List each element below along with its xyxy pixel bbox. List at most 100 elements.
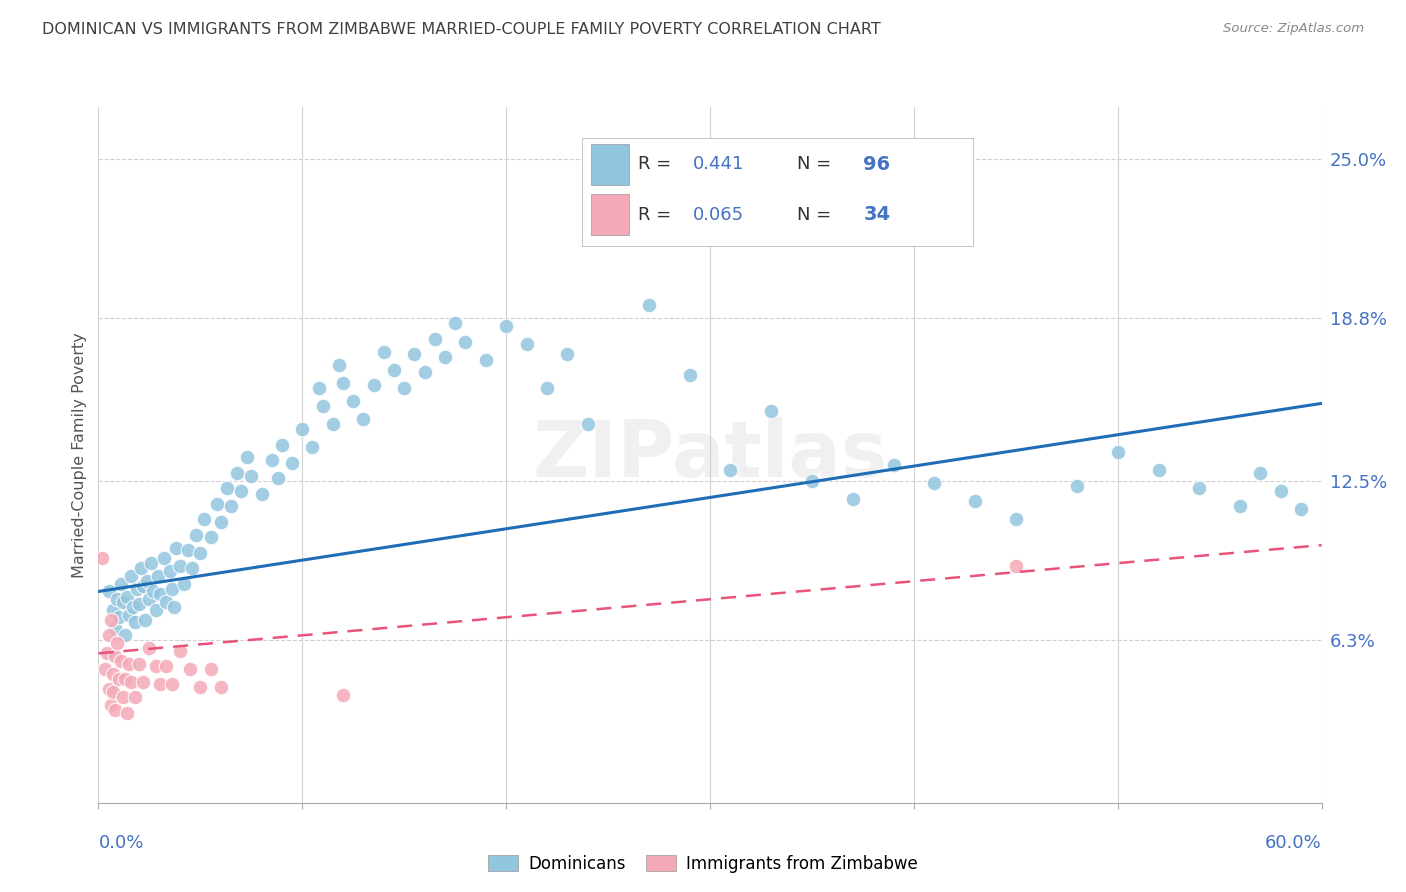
Point [127, 582, 149, 596]
Point [679, 368, 702, 382]
Point [142, 584, 165, 599]
Point [129, 561, 152, 575]
Point [841, 491, 863, 506]
Point [638, 298, 661, 312]
Point [108, 610, 131, 624]
Point [1270, 483, 1292, 498]
Point [495, 319, 517, 334]
Point [101, 685, 124, 699]
Point [454, 334, 477, 349]
Point [1004, 512, 1026, 526]
Point [101, 602, 124, 616]
Point [342, 393, 364, 408]
Point [146, 569, 169, 583]
Point [922, 476, 945, 491]
Point [128, 598, 150, 612]
Point [332, 376, 354, 390]
Point [1229, 500, 1251, 514]
Y-axis label: Married-Couple Family Poverty: Married-Couple Family Poverty [72, 332, 87, 578]
Point [124, 690, 146, 705]
Point [598, 203, 620, 218]
Point [236, 450, 259, 465]
Point [118, 657, 141, 671]
Point [382, 363, 405, 377]
Point [404, 347, 426, 361]
Point [209, 515, 232, 529]
Point [240, 468, 263, 483]
Point [226, 466, 249, 480]
Point [281, 456, 304, 470]
Point [1107, 445, 1129, 459]
Text: 0.0%: 0.0% [98, 834, 143, 852]
Point [301, 440, 323, 454]
Point [576, 417, 599, 431]
Point [108, 672, 131, 686]
Point [332, 688, 354, 702]
Point [104, 703, 127, 717]
Point [114, 672, 136, 686]
Point [215, 482, 238, 496]
Point [159, 564, 181, 578]
Point [100, 698, 122, 712]
Point [97, 628, 120, 642]
Point [120, 569, 142, 583]
Point [328, 358, 350, 372]
Point [97, 682, 120, 697]
Point [122, 599, 145, 614]
Point [163, 599, 186, 614]
Point [423, 332, 446, 346]
Point [1188, 482, 1211, 496]
Point [1004, 558, 1026, 573]
Point [352, 412, 374, 426]
Point [516, 337, 538, 351]
Point [128, 657, 150, 671]
Point [434, 350, 457, 364]
Point [1249, 466, 1271, 480]
Point [104, 648, 127, 663]
Point [138, 592, 160, 607]
Point [308, 381, 330, 395]
Point [474, 352, 498, 367]
Point [118, 607, 141, 622]
Point [188, 546, 212, 560]
Point [444, 317, 467, 331]
Point [160, 582, 183, 596]
Point [363, 378, 385, 392]
Point [115, 706, 138, 720]
Point [120, 674, 142, 689]
Point [557, 347, 579, 361]
Point [169, 558, 191, 573]
Point [188, 680, 212, 694]
Point [250, 486, 273, 500]
Point [801, 474, 824, 488]
Point [173, 576, 195, 591]
Point [132, 674, 155, 689]
Text: DOMINICAN VS IMMIGRANTS FROM ZIMBABWE MARRIED-COUPLE FAMILY POVERTY CORRELATION : DOMINICAN VS IMMIGRANTS FROM ZIMBABWE MA… [42, 22, 882, 37]
Point [1066, 479, 1088, 493]
Point [124, 615, 146, 630]
Point [145, 602, 167, 616]
Point [720, 463, 742, 477]
Point [110, 576, 132, 591]
Point [169, 644, 191, 658]
Point [312, 399, 335, 413]
Point [105, 636, 128, 650]
Point [160, 677, 183, 691]
Point [392, 381, 416, 395]
Point [96, 646, 118, 660]
Point [111, 690, 134, 705]
Point [111, 595, 134, 609]
Point [260, 453, 283, 467]
Point [179, 662, 201, 676]
Point [231, 483, 253, 498]
Text: ZIPatlas: ZIPatlas [533, 417, 887, 493]
Point [373, 344, 395, 359]
Point [152, 551, 174, 566]
Point [91, 551, 114, 566]
Point [114, 628, 136, 642]
Point [205, 497, 228, 511]
Point [270, 437, 294, 451]
Point [413, 366, 436, 380]
Point [145, 659, 167, 673]
Point [155, 595, 177, 609]
